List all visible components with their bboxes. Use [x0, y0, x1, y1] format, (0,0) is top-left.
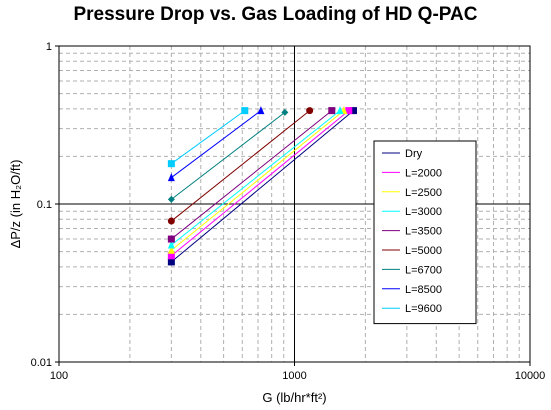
series-dry — [167, 107, 357, 266]
data-point — [167, 258, 175, 266]
legend-item: L=3000 — [382, 206, 442, 218]
data-point — [328, 107, 336, 115]
data-point — [167, 160, 175, 168]
data-point — [167, 235, 175, 243]
series-l-2000 — [167, 107, 353, 260]
legend-label: L=6700 — [405, 264, 442, 276]
x-tick-label: 100 — [50, 370, 68, 382]
legend-label: L=2500 — [405, 187, 442, 199]
legend-label: L=3000 — [405, 206, 442, 218]
legend-label: Dry — [405, 148, 423, 160]
series-l-5000 — [167, 107, 314, 225]
series-l-6700 — [167, 108, 289, 203]
series-line — [171, 110, 262, 178]
series-l-9600 — [167, 107, 249, 168]
legend-item: L=5000 — [382, 245, 442, 257]
data-point — [167, 240, 175, 249]
legend-box — [373, 140, 477, 325]
legend-item: L=3500 — [382, 226, 442, 238]
data-point — [167, 252, 175, 260]
legend-label: L=2000 — [405, 167, 442, 179]
series-line — [171, 110, 350, 257]
data-point — [167, 217, 175, 225]
legend-item: Dry — [382, 148, 423, 160]
x-tick-label: 10000 — [515, 370, 546, 382]
legend-item: L=9600 — [382, 303, 442, 315]
y-axis-label: ΔP/z (in H₂O/ft) — [8, 160, 23, 249]
series-line — [171, 110, 333, 240]
data-point — [257, 106, 265, 115]
series-line — [171, 110, 354, 263]
series-l-3000 — [167, 106, 344, 249]
data-point — [167, 173, 175, 182]
legend: Dry L=2000 L=2500 L=3000 L=3500 L=5000 L=6700 L… — [373, 140, 477, 325]
y-tick-label: 0.01 — [31, 357, 52, 369]
data-point — [345, 107, 353, 115]
data-point — [349, 107, 357, 115]
x-axis-label: G (lb/hr*ft²) — [262, 390, 326, 405]
legend-item: L=8500 — [382, 284, 442, 296]
data-point — [241, 107, 249, 115]
series-line — [171, 111, 286, 200]
legend-label: L=9600 — [405, 303, 442, 315]
series-line — [171, 110, 246, 165]
series-l-3500 — [167, 107, 336, 243]
axis-layer: 100 1000 10000 0.01 0.1 1 G (lb/hr*ft²) ΔP/z (i… — [8, 41, 545, 405]
series-line — [171, 110, 310, 222]
legend-item: L=2000 — [382, 167, 442, 179]
x-tick-label: 1000 — [282, 370, 306, 382]
data-point — [281, 108, 289, 116]
data-point — [336, 106, 344, 115]
y-tick-label: 1 — [46, 41, 52, 53]
data-point — [167, 245, 175, 254]
series-layer — [167, 106, 357, 266]
data-point — [306, 107, 314, 115]
series-line — [171, 110, 345, 251]
chart-title: Pressure Drop vs. Gas Loading of HD Q-PA… — [73, 4, 478, 25]
legend-label: L=8500 — [405, 284, 442, 296]
series-line — [171, 110, 341, 246]
legend-label: L=5000 — [405, 245, 442, 257]
y-tick-label: 0.1 — [37, 199, 52, 211]
legend-item: L=6700 — [382, 264, 442, 276]
legend-item: L=2500 — [382, 187, 442, 199]
legend-label: L=3500 — [405, 226, 442, 238]
series-l-8500 — [167, 106, 265, 182]
data-point — [167, 195, 175, 203]
